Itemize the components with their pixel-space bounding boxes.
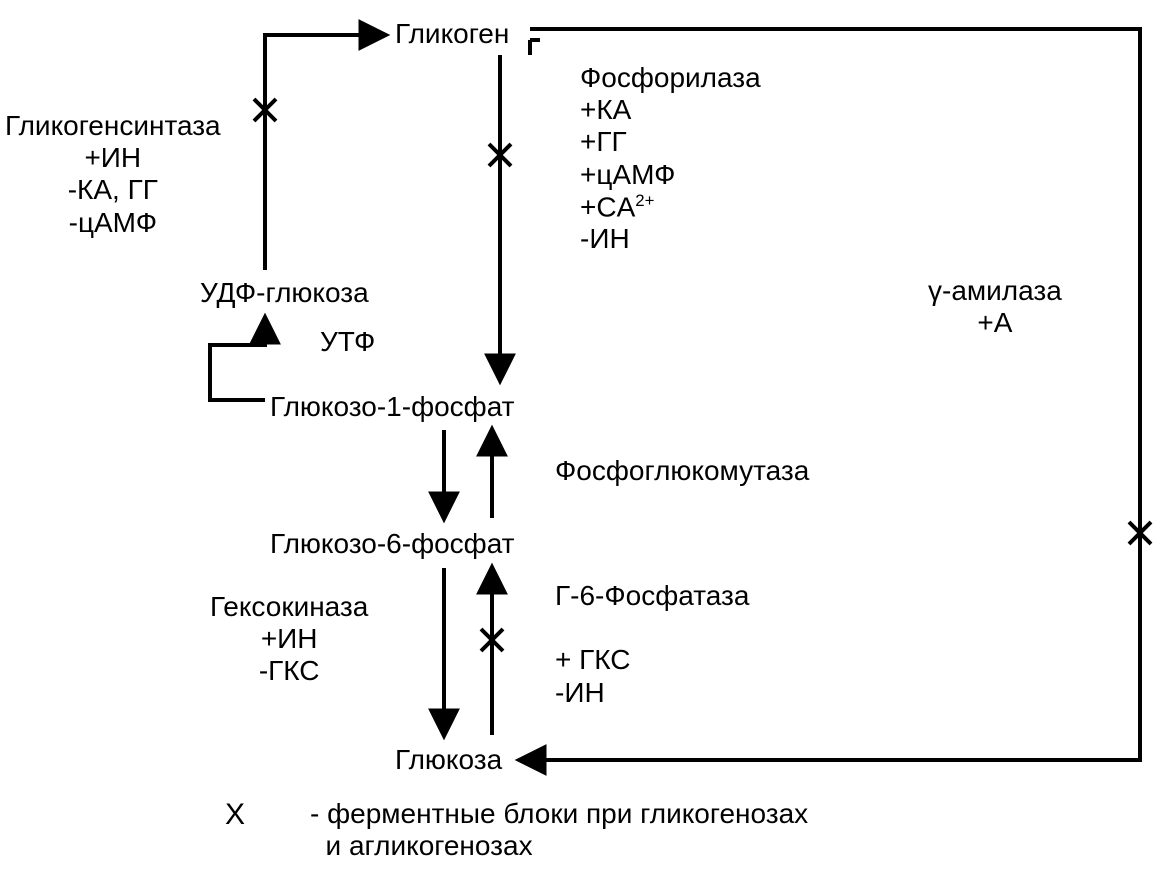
diagram-canvas: Гликоген УДФ-глюкоза УТФ Глюкозо-1-фосфа… xyxy=(0,0,1172,877)
edge-udp-to-glycogen xyxy=(265,35,385,270)
legend-text: - ферментные блоки при гликогенозах и аг… xyxy=(310,798,808,862)
node-glycogen: Гликоген xyxy=(395,18,509,50)
legend-symbol: X xyxy=(225,798,245,832)
block-hexokinase: Гексокиназа+ИН-ГКС xyxy=(210,591,368,688)
block-phosphorylase: Фосфорилаза+КА+ГГ+цАМФ+CA2+-ИН xyxy=(580,62,761,255)
node-phosphoglucomutase: Фосфоглюкомутаза xyxy=(555,455,809,487)
node-udp-glucose: УДФ-глюкоза xyxy=(200,277,369,309)
block-gamma-amylase: γ-амилаза+А xyxy=(928,275,1062,339)
edge-g1p-to-udp xyxy=(210,318,265,400)
node-glucose: Глюкоза xyxy=(395,744,502,776)
node-g6p: Глюкозо-6-фосфат xyxy=(270,528,515,560)
block-g6phosphatase: Г-6-Фосфатаза + ГКС-ИН xyxy=(555,580,749,709)
node-g1p: Глюкозо-1-фосфат xyxy=(270,391,515,423)
node-utp: УТФ xyxy=(320,326,375,358)
block-glycogen-synthase: Гликогенсинтаза+ИН-КА, ГГ-цАМФ xyxy=(5,110,221,239)
